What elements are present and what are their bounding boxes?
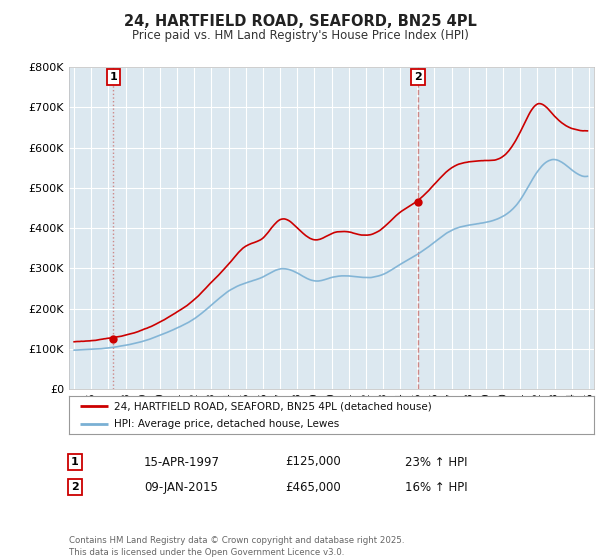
Text: 23% ↑ HPI: 23% ↑ HPI: [405, 455, 467, 469]
Text: 16% ↑ HPI: 16% ↑ HPI: [405, 480, 467, 494]
Text: 2: 2: [414, 72, 422, 82]
Text: 2: 2: [71, 482, 79, 492]
Text: Price paid vs. HM Land Registry's House Price Index (HPI): Price paid vs. HM Land Registry's House …: [131, 29, 469, 42]
Text: 24, HARTFIELD ROAD, SEAFORD, BN25 4PL (detached house): 24, HARTFIELD ROAD, SEAFORD, BN25 4PL (d…: [113, 401, 431, 411]
Text: Contains HM Land Registry data © Crown copyright and database right 2025.
This d: Contains HM Land Registry data © Crown c…: [69, 536, 404, 557]
Text: 1: 1: [110, 72, 118, 82]
Text: £125,000: £125,000: [285, 455, 341, 469]
Text: HPI: Average price, detached house, Lewes: HPI: Average price, detached house, Lewe…: [113, 419, 339, 429]
Text: 09-JAN-2015: 09-JAN-2015: [144, 480, 218, 494]
Text: £465,000: £465,000: [285, 480, 341, 494]
Text: 1: 1: [71, 457, 79, 467]
Text: 24, HARTFIELD ROAD, SEAFORD, BN25 4PL: 24, HARTFIELD ROAD, SEAFORD, BN25 4PL: [124, 14, 476, 29]
Text: 15-APR-1997: 15-APR-1997: [144, 455, 220, 469]
